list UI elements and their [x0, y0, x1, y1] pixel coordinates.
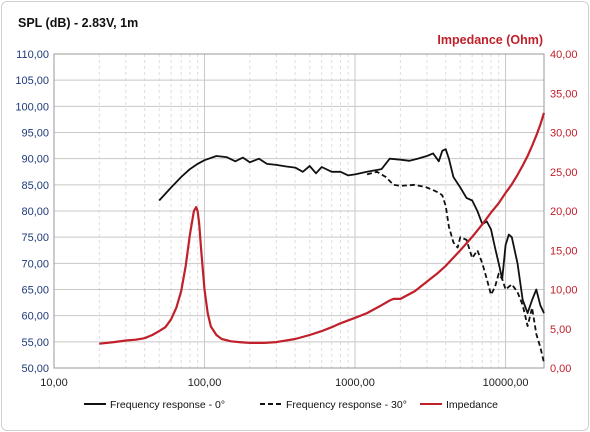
- y-right-tick-label: 25,00: [550, 167, 578, 179]
- y-left-tick-label: 105,00: [15, 75, 49, 87]
- y-left-tick-label: 70,00: [21, 258, 49, 270]
- series-line-0: [158, 148, 545, 314]
- y-left-tick-label: 80,00: [21, 206, 49, 218]
- y-right-tick-label: 15,00: [550, 245, 578, 257]
- y-left-tick-label: 75,00: [21, 232, 49, 244]
- series-line-2: [99, 112, 546, 345]
- axes: 50,00 55,00 60,00 65,00 70,00 75,00 80,00 85,00…: [15, 49, 577, 389]
- y-left-tick-label: 110,00: [16, 49, 49, 61]
- legend-label-2: Impedance: [446, 399, 498, 411]
- y-left-tick-label: 85,00: [21, 180, 49, 192]
- y-right-tick-label: 40,00: [550, 49, 578, 61]
- chart-title: SPL (dB) - 2.83V, 1m: [18, 16, 138, 30]
- legend-label-1: Frequency response - 30°: [286, 399, 407, 411]
- y-left-tick-label: 55,00: [21, 337, 49, 349]
- right-axis-title: Impedance (Ohm): [437, 33, 543, 47]
- y-right-tick-label: 5,00: [550, 324, 571, 336]
- y-right-tick-label: 30,00: [550, 128, 578, 140]
- plot-border: [53, 53, 545, 369]
- x-tick-label: 100,00: [188, 377, 222, 389]
- y-left-tick-label: 100,00: [15, 101, 49, 113]
- y-right-tick-label: 0,00: [550, 363, 571, 375]
- x-tick-label: 10,00: [40, 377, 68, 389]
- legend-label-0: Frequency response - 0°: [110, 399, 225, 411]
- plot-area: [53, 53, 545, 369]
- x-tick-label: 1000,00: [335, 377, 375, 389]
- series-line-1: [366, 170, 545, 364]
- y-right-tick-label: 20,00: [550, 206, 578, 218]
- series-lines: [99, 112, 546, 364]
- y-left-tick-label: 65,00: [21, 285, 49, 297]
- y-right-tick-label: 35,00: [550, 88, 578, 100]
- y-right-tick-label: 10,00: [550, 285, 578, 297]
- grid: [53, 53, 544, 369]
- x-tick-label: 10000,00: [483, 377, 529, 389]
- y-left-tick-label: 90,00: [21, 154, 49, 166]
- y-left-tick-label: 60,00: [21, 311, 49, 323]
- y-left-tick-label: 95,00: [21, 128, 49, 140]
- y-left-tick-label: 50,00: [21, 363, 49, 375]
- legend: Frequency response - 0° Frequency respons…: [84, 399, 498, 411]
